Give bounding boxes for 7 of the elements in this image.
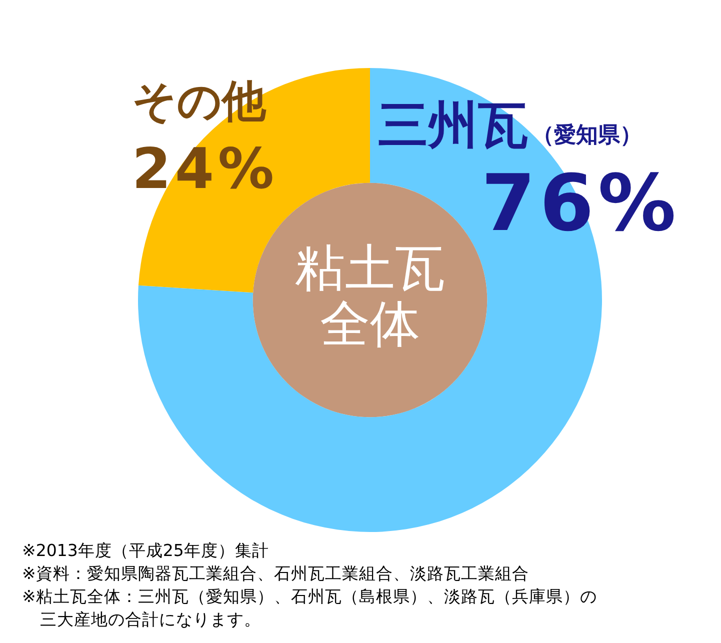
text: ※粘土瓦全体：三州瓦（愛知県）、石州瓦（島根県）、淡路瓦（兵庫県）の	[22, 587, 597, 606]
text: 三大産地の合計になります。	[40, 610, 261, 629]
text: 粘土瓦	[295, 239, 445, 297]
text: ※資料：愛知県陶器瓦工業組合、石州瓦工業組合、淡路瓦工業組合	[22, 564, 529, 583]
slice-label: 三州瓦（愛知県）	[378, 96, 642, 154]
text: ※2013年度（平成25年度）集計	[22, 541, 269, 560]
text: 全体	[320, 295, 420, 353]
